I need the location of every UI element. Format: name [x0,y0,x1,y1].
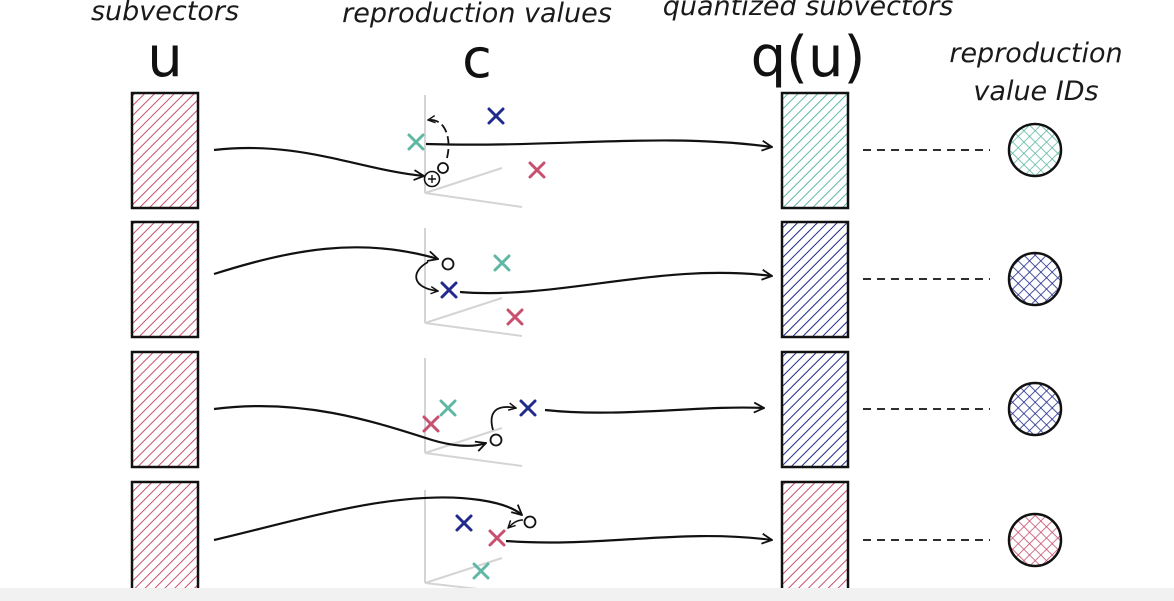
cross-marker-icon [519,399,537,417]
value-id-circle [1007,381,1063,437]
bottom-edge [0,588,1174,601]
quantized-block [780,91,850,210]
reproduction-values-heading: reproduction values [342,0,612,29]
query-point-icon [489,433,503,447]
subvectors-heading: subvectors [91,0,239,27]
cross-marker-icon [439,399,457,417]
nearest-assignment-arrow [428,120,450,159]
output-arrow [505,536,772,542]
axes-icon [424,95,523,208]
cross-marker-icon [422,415,440,433]
ids-heading-line1: reproduction [949,38,1122,69]
subvector-block [130,350,200,469]
output-arrow [544,408,764,414]
quantized-block [780,220,850,339]
output-arrow [459,273,772,295]
subvector-block [130,480,200,599]
query-point-icon [441,257,455,271]
input-arrow [213,246,438,276]
cross-marker-icon [488,529,506,547]
input-arrow [213,496,522,542]
row-2 [130,220,1063,339]
subvectors-symbol: u [147,25,183,90]
input-arrow [213,146,424,176]
ids-heading-line2: value IDs [973,76,1098,107]
cross-marker-icon [440,281,458,299]
quantized-block [780,480,850,599]
value-id-circle [1007,122,1063,178]
value-id-circle [1007,512,1063,568]
cross-marker-icon [493,254,511,272]
cross-marker-icon [472,562,490,580]
nearest-assignment-arrow [508,519,524,528]
subvector-block [130,220,200,339]
row-4 [130,480,1063,599]
quantized-block [780,350,850,469]
axes-icon [424,228,523,337]
plus-circle-icon [428,175,436,183]
nearest-assignment-arrow [490,407,516,431]
quantized-subvectors-heading: quantized subvectors [663,0,954,22]
cross-marker-icon [528,161,546,179]
axes-icon [424,358,523,467]
subvector-block [130,91,200,210]
cross-marker-icon [407,133,425,151]
output-arrow [425,139,772,147]
query-point-icon [437,162,449,174]
row-1 [130,91,1063,210]
cross-marker-icon [455,514,473,532]
cross-marker-icon [506,308,524,326]
input-arrow [213,404,486,446]
quantized-subvectors-symbol: q(u) [751,25,866,90]
nearest-assignment-arrow [415,261,438,291]
query-point-icon [523,515,537,529]
reproduction-values-symbol: c [462,27,492,90]
row-3 [130,350,1063,469]
value-id-circle [1007,251,1063,307]
cross-marker-icon [487,107,505,125]
